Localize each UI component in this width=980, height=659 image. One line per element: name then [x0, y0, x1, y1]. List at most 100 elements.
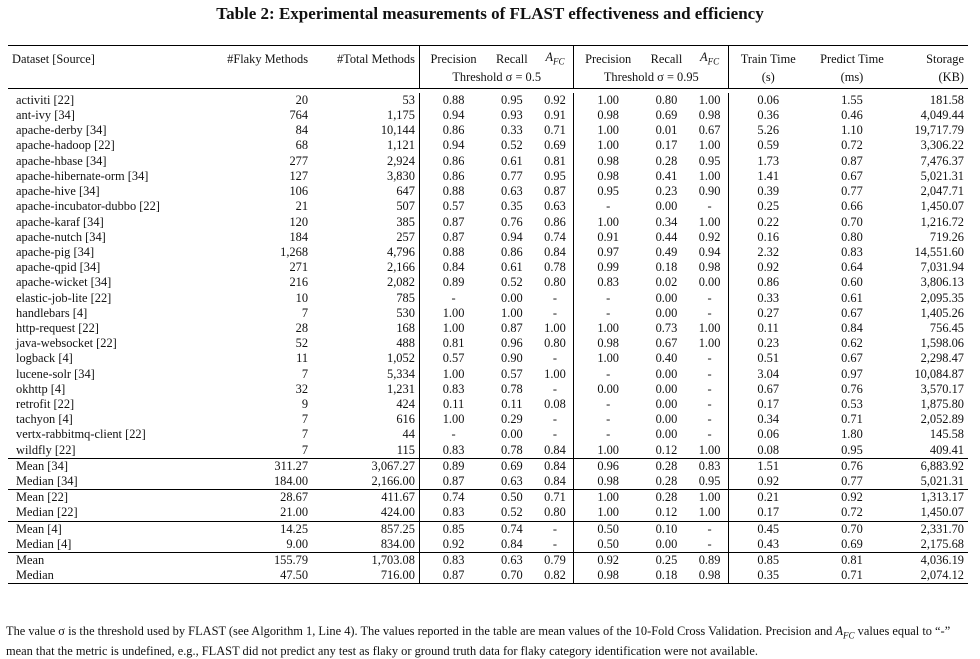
cell-flaky-methods: 68 [295, 138, 309, 153]
cell-dataset: Median [4] [16, 536, 72, 551]
cell-storage: 2,052.89 [920, 412, 964, 427]
cell-afc-05: 0.91 [544, 108, 566, 123]
cell-dataset: handlebars [4] [16, 305, 88, 320]
cell-total-methods: 1,231 [387, 381, 415, 396]
footnote-afc: AFC [835, 624, 855, 641]
cell-afc-05: 0.82 [536, 568, 574, 585]
cell-afc-05: - [552, 381, 558, 396]
cell-train-time: 0.17 [728, 396, 808, 413]
cell-precision-095: 0.95 [573, 184, 642, 200]
cell-precision-05: 0.83 [418, 505, 488, 522]
cell-predict-time: 0.67 [841, 351, 863, 366]
cell-storage: 2,331.70 [896, 520, 968, 537]
cell-precision-05: 0.94 [418, 108, 488, 124]
cell-flaky-methods: 7 [301, 366, 309, 381]
cell-precision-095: 0.98 [573, 568, 642, 585]
cell-flaky-methods: 7 [301, 305, 309, 320]
cell-afc-095: 1.00 [698, 168, 721, 183]
table-row: apache-hibernate-orm [34] 127 3,830 0.86 0.7… [8, 168, 968, 185]
cell-recall-095: 0.40 [655, 351, 678, 366]
cell-train-time: 1.51 [728, 457, 808, 474]
cell-predict-time: 0.77 [841, 184, 863, 199]
cell-dataset: Median [34] [16, 473, 78, 488]
cell-dataset: okhttp [4] [16, 381, 66, 396]
cell-flaky-methods: 28 [295, 320, 309, 335]
cell-afc-095: 0.00 [698, 275, 721, 290]
cell-train-time: 1.73 [728, 153, 808, 169]
cell-recall-05: 0.77 [501, 168, 523, 183]
header-storage: Storage [896, 44, 968, 70]
cell-afc-095: 0.92 [698, 229, 721, 244]
header-threshold-05: Threshold σ = 0.5 [418, 69, 574, 89]
cell-total-methods: 834.00 [380, 536, 415, 551]
cell-precision-05: 0.89 [418, 457, 488, 474]
cell-train-time: 0.35 [728, 568, 808, 585]
cell-predict-time: 1.80 [841, 427, 863, 442]
header-flaky-methods: #Flaky Methods [201, 44, 313, 70]
cell-total-methods: 10,144 [380, 123, 415, 138]
cell-recall-05: 0.29 [501, 412, 523, 427]
cell-total-methods: 257 [396, 229, 415, 244]
cell-precision-05: - [418, 290, 488, 306]
cell-dataset: apache-pig [34] [16, 244, 95, 259]
cell-recall-095: 0.49 [655, 244, 678, 259]
table-footnote: The value σ is the threshold used by FLA… [6, 624, 974, 659]
cell-recall-05: 0.95 [501, 92, 523, 107]
cell-precision-05: 0.88 [418, 92, 488, 109]
cell-precision-05: 1.00 [418, 305, 488, 321]
cell-precision-095: - [573, 366, 642, 382]
cell-afc-05: 0.84 [544, 244, 566, 259]
cell-predict-time: 0.87 [841, 153, 863, 168]
cell-dataset: wildfly [22] [16, 442, 76, 457]
cell-recall-095: 0.00 [655, 199, 678, 214]
cell-storage: 1,450.07 [920, 199, 964, 214]
cell-precision-05: 0.89 [418, 275, 488, 291]
table-row: apache-incubator-dubbo [22] 21 507 0.57 0.35… [8, 199, 968, 215]
cell-train-time: 3.04 [728, 366, 808, 382]
cell-storage: 2,175.68 [920, 536, 964, 551]
cell-precision-05: 0.83 [418, 381, 488, 397]
cell-flaky-methods: 184 [289, 229, 309, 244]
cell-train-time: 0.45 [728, 520, 808, 537]
cell-recall-05: 0.70 [487, 568, 537, 585]
cell-precision-05: 0.86 [418, 123, 488, 139]
header-train-unit: (s) [728, 69, 808, 89]
cell-recall-095: 0.01 [655, 123, 678, 138]
cell-precision-095: 1.00 [573, 351, 642, 367]
cell-precision-095: - [573, 305, 642, 321]
cell-flaky-methods: 11 [296, 351, 309, 366]
header-row-1: Dataset [Source] #Flaky Methods #Total M… [8, 44, 968, 70]
cell-flaky-methods: 47.50 [201, 568, 313, 585]
cell-flaky-methods: 84 [295, 123, 309, 138]
cell-recall-05: 0.63 [487, 551, 537, 569]
cell-storage: 3,806.13 [920, 275, 964, 290]
cell-precision-095: - [573, 290, 642, 306]
summary-row: Mean 155.79 1,703.08 0.83 0.63 0.79 0.92 0.25 0.… [8, 551, 968, 569]
cell-total-methods: 3,830 [387, 168, 415, 183]
cell-dataset: apache-nutch [34] [16, 229, 106, 244]
cell-precision-095: 1.00 [573, 489, 642, 506]
table-row: lucene-solr [34] 7 5,334 1.00 0.57 1.00-0.00-… [8, 366, 968, 382]
cell-precision-095: 0.50 [573, 520, 642, 537]
cell-flaky-methods: 21 [295, 199, 309, 214]
cell-afc-095: 0.89 [691, 551, 729, 569]
cell-recall-05: 0.87 [501, 320, 523, 335]
cell-recall-095: 0.41 [655, 168, 678, 183]
footnote-text-2: values equal to “-” mean that the metric… [6, 624, 951, 658]
cell-total-methods: 716.00 [312, 568, 420, 585]
cell-flaky-methods: 106 [289, 184, 309, 199]
cell-dataset: apache-karaf [34] [16, 214, 104, 229]
cell-storage: 1,450.07 [920, 505, 964, 520]
cell-predict-time: 0.76 [841, 381, 863, 396]
cell-recall-05: 0.52 [501, 275, 523, 290]
cell-afc-05: - [552, 427, 558, 442]
cell-train-time: 0.34 [728, 412, 808, 428]
cell-recall-05: 0.78 [501, 442, 523, 457]
cell-precision-05: 0.83 [418, 551, 488, 569]
cell-recall-095: 0.28 [641, 489, 692, 506]
cell-afc-095: 0.98 [698, 260, 721, 275]
cell-recall-095: 0.69 [655, 108, 678, 123]
header-afc-1: AFC [536, 44, 574, 70]
cell-afc-095: - [707, 305, 712, 320]
cell-afc-095: - [707, 290, 712, 305]
